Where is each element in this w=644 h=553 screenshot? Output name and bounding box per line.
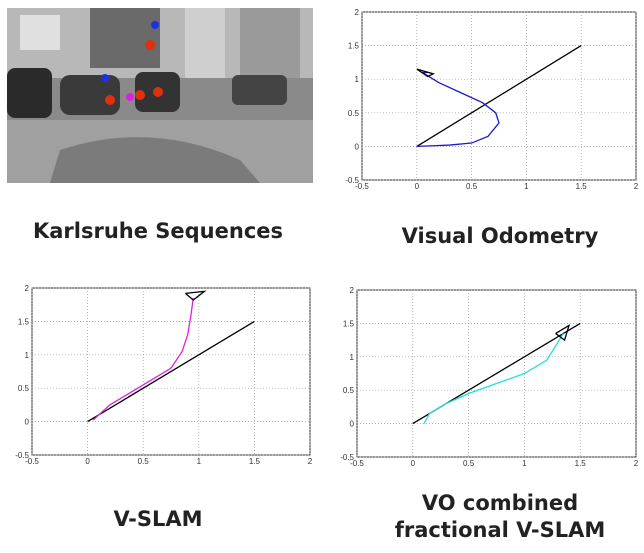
y-tick-label: 0	[355, 142, 360, 151]
x-tick-label: 0.5	[466, 182, 478, 191]
y-tick-label: 1	[350, 353, 355, 362]
y-tick-label: 1.5	[348, 42, 360, 51]
y-tick-label: -0.5	[340, 453, 354, 462]
y-tick-label: -0.5	[345, 176, 359, 185]
y-tick-label: 0.5	[343, 386, 355, 395]
y-tick-label: 0.5	[348, 109, 360, 118]
y-tick-label: 2	[350, 286, 355, 295]
image-caption: Karlsruhe Sequences	[33, 219, 283, 243]
x-tick-label: 1.5	[575, 459, 587, 468]
y-tick-label: 2	[355, 8, 360, 17]
figure: Karlsruhe Sequences -0.5 0 0.5 1 1.5 2 -0.5 0 0.…	[0, 0, 644, 553]
y-tick-label: 1	[25, 351, 30, 360]
x-tick-label: 1	[522, 459, 527, 468]
y-tick-label: 0.5	[18, 384, 30, 393]
x-tick-label: 0	[415, 182, 420, 191]
x-tick-label: 1.5	[249, 457, 261, 466]
x-tick-label: 0.5	[138, 457, 150, 466]
y-tick-label: 1.5	[18, 317, 30, 326]
y-tick-label: 2	[25, 284, 30, 293]
x-tick-label: 1.5	[576, 182, 588, 191]
y-tick-label: 0	[25, 418, 30, 427]
x-tick-label: 0	[85, 457, 90, 466]
y-tick-label: 0	[350, 420, 355, 429]
x-tick-label: 0.5	[463, 459, 475, 468]
street-photo	[7, 8, 313, 183]
x-tick-label: 1	[197, 457, 202, 466]
chart-caption: V-SLAM	[113, 507, 202, 531]
x-tick-label: 2	[634, 459, 639, 468]
x-tick-label: 1	[524, 182, 529, 191]
x-tick-label: 0	[411, 459, 416, 468]
x-tick-label: 2	[634, 182, 639, 191]
chart-caption: Visual Odometry	[402, 224, 599, 248]
y-tick-label: -0.5	[15, 451, 29, 460]
y-tick-label: 1.5	[343, 319, 355, 328]
x-tick-label: 2	[308, 457, 313, 466]
y-tick-label: 1	[355, 75, 360, 84]
